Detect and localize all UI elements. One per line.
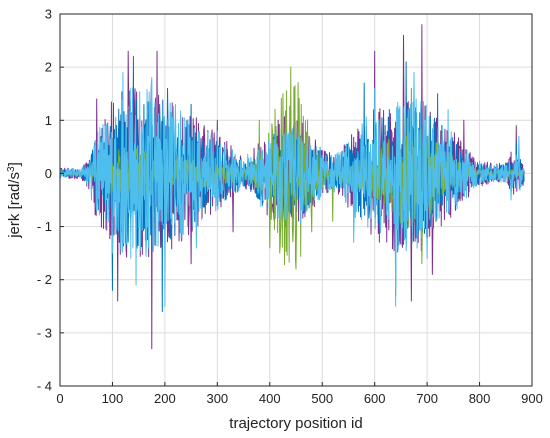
series-line-4 [60,71,525,307]
y-axis-label-main: jerk [rad/s [6,172,23,239]
y-axis-label-end: ] [6,162,23,166]
y-axis-label: jerk [rad/s3] [6,162,24,239]
series-group [60,24,525,350]
x-tick-label: 500 [311,391,333,406]
y-tick-label: 3 [45,7,52,22]
x-tick-label: 300 [206,391,228,406]
y-tick-label: 2 [45,60,52,75]
x-tick-label: 100 [102,391,124,406]
y-axis-label-exponent: 3 [6,166,17,172]
y-tick-labels: - 4 - 3 - 2 - 1 0 1 2 3 [37,7,52,394]
y-tick-label: - 4 [37,379,52,394]
x-tick-label: 400 [259,391,281,406]
y-tick-label: - 2 [37,272,52,287]
x-tick-label: 0 [56,391,63,406]
y-tick-label: - 1 [37,219,52,234]
y-tick-label: 1 [45,113,52,128]
x-tick-label: 600 [364,391,386,406]
x-tick-label: 800 [469,391,491,406]
axis-ticks [59,13,533,387]
x-tick-label: 900 [521,391,543,406]
y-tick-label: - 3 [37,325,52,340]
plot-frame [59,13,533,387]
x-axis-label: trajectory position id [229,415,362,432]
x-tick-label: 700 [416,391,438,406]
y-tick-label: 0 [45,166,52,181]
x-tick-labels: 0 100 200 300 400 500 600 700 800 900 [56,391,542,406]
x-tick-label: 200 [154,391,176,406]
